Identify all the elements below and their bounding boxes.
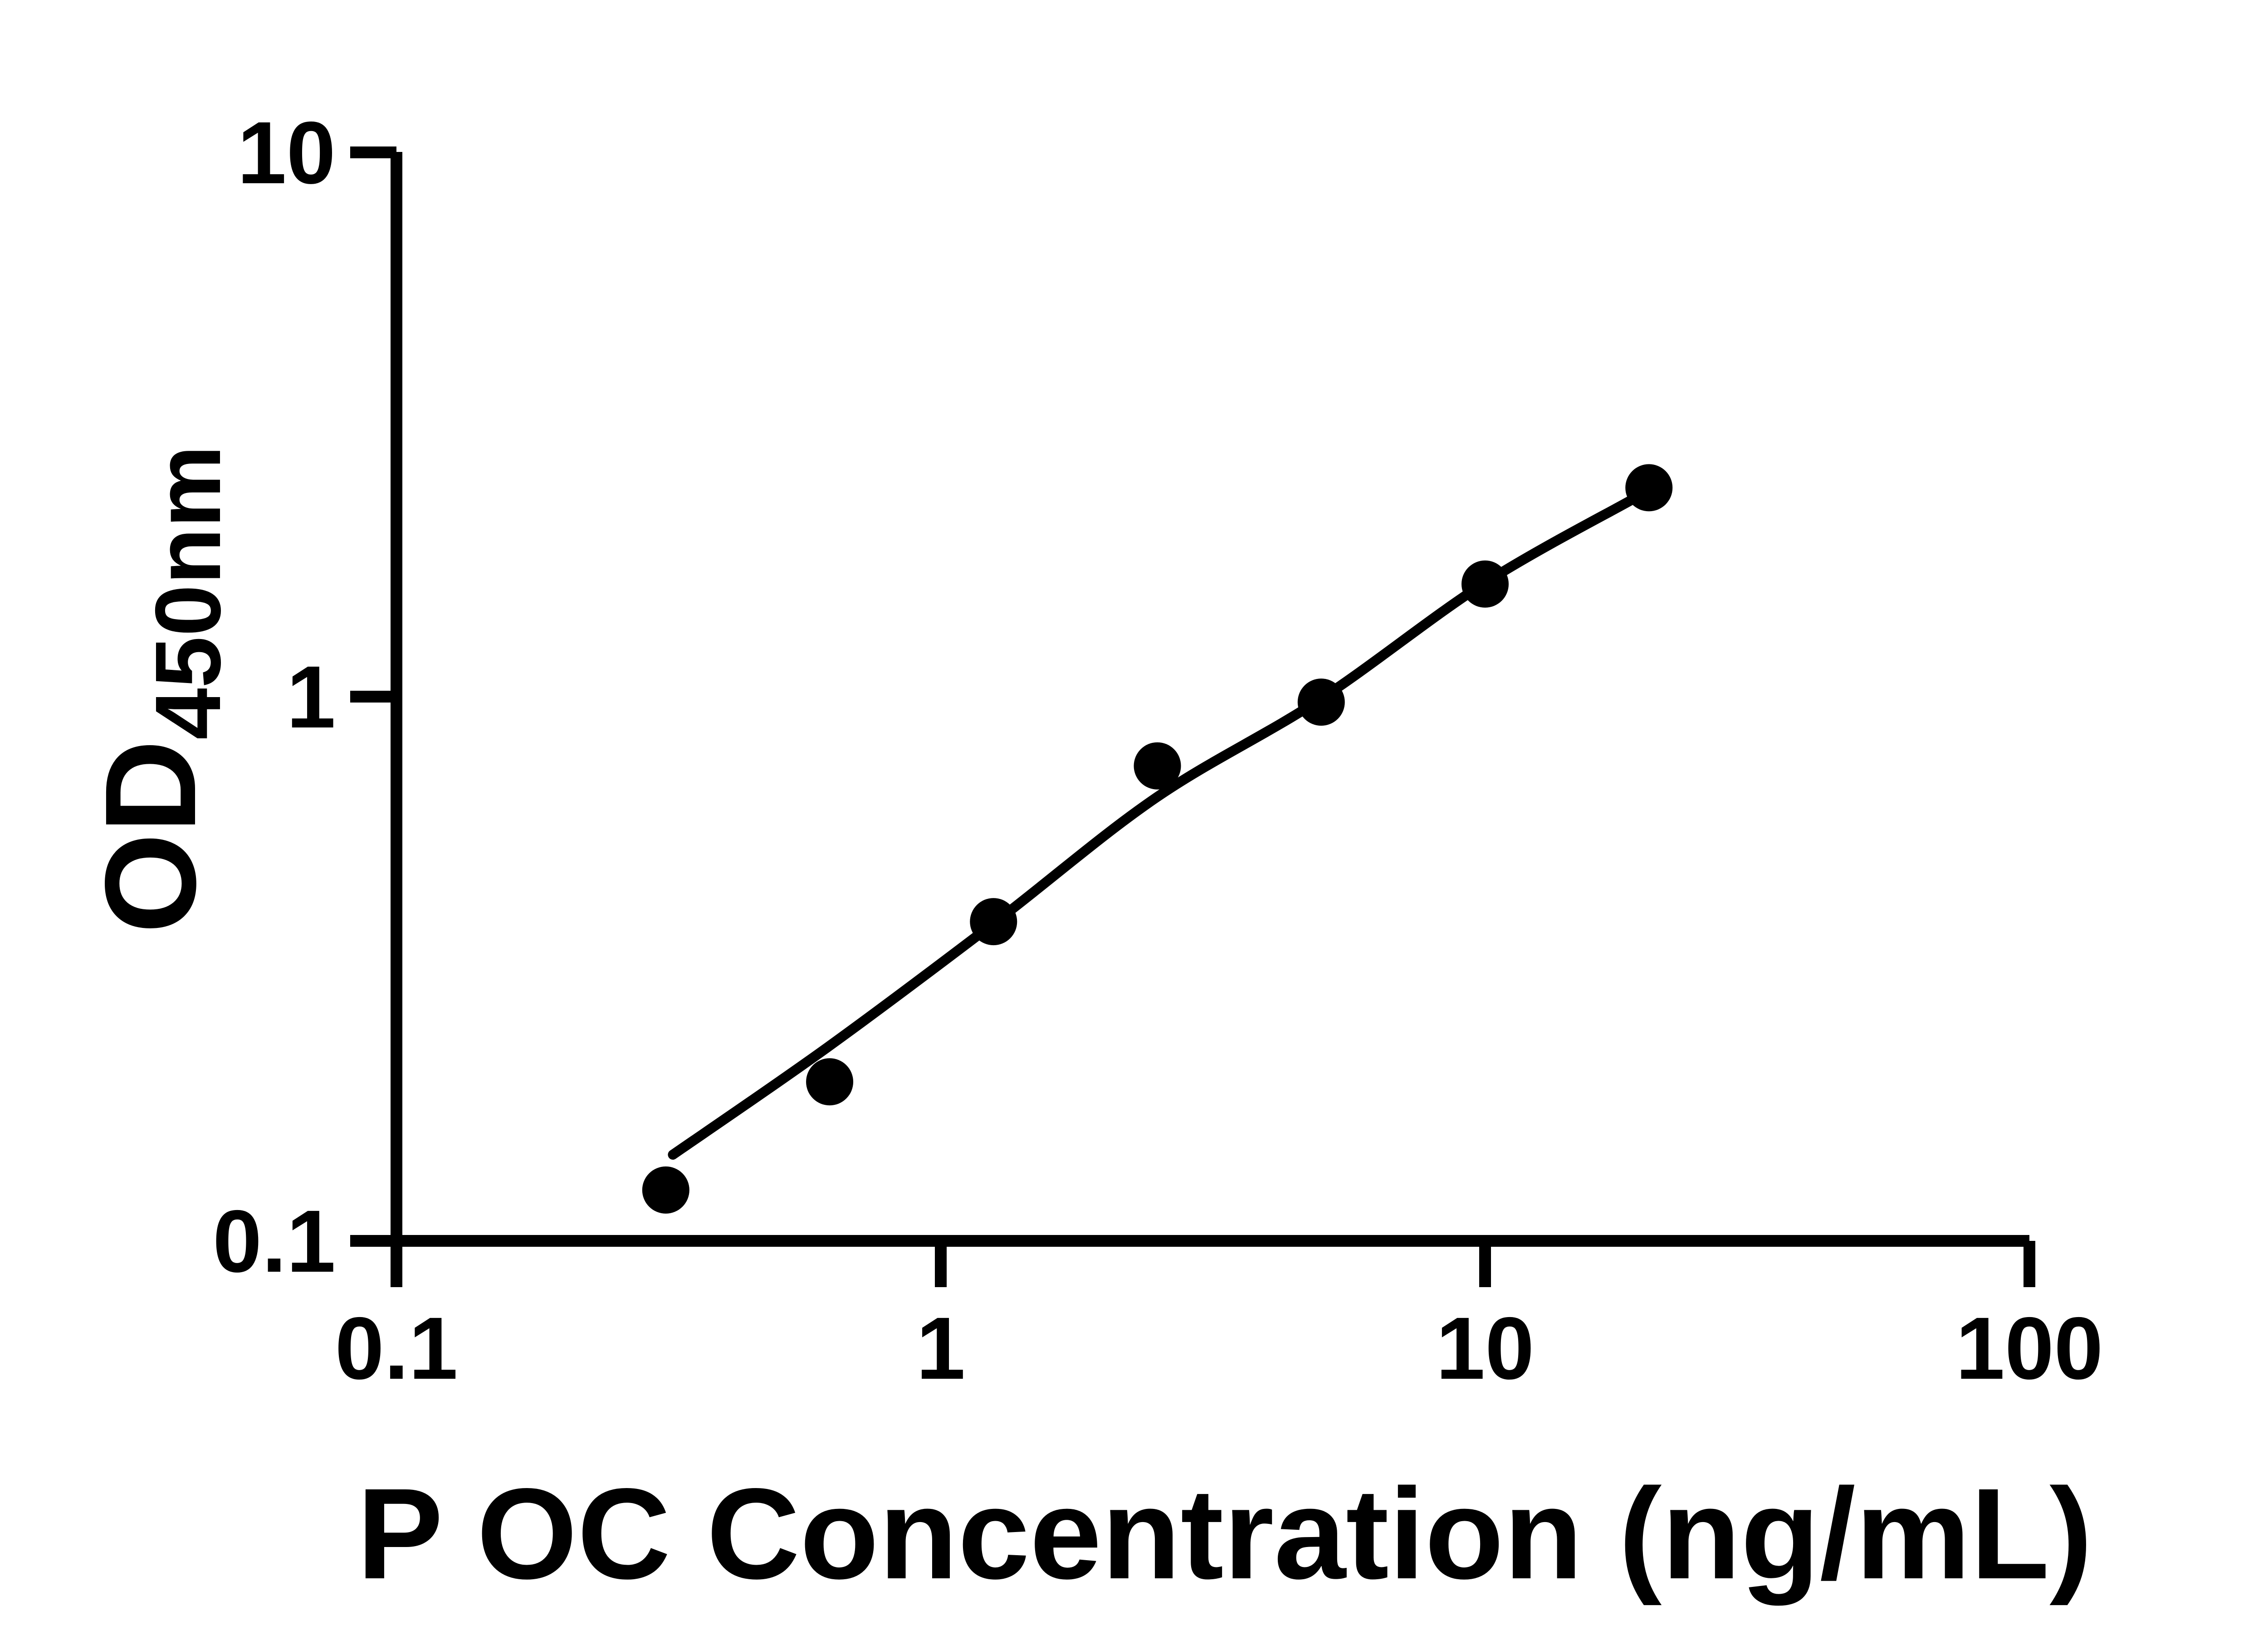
x-axis-title: P OC Concentration (ng/mL) [357, 1462, 2092, 1606]
tick-marks [350, 146, 2035, 1287]
tick-labels: 0.1 1 10 100 0.1 1 10 [213, 103, 2103, 1398]
y-axis-title-main: OD [78, 740, 223, 934]
data-points [642, 464, 1673, 1214]
y-axis-title-subscript: 450nm [136, 445, 240, 740]
data-point-marker [1461, 560, 1509, 608]
x-tick-label: 1 [916, 1299, 965, 1398]
y-tick-label: 1 [287, 648, 336, 747]
y-axis-title: OD450nm [78, 445, 240, 933]
axis-spine [391, 152, 2029, 1247]
data-point-marker [970, 898, 1017, 946]
x-tick-label: 10 [1436, 1299, 1535, 1398]
data-point-marker [1134, 742, 1181, 790]
y-tick-label: 10 [237, 103, 336, 202]
y-tick-label: 0.1 [213, 1192, 336, 1291]
data-point-marker [806, 1058, 854, 1106]
x-tick-label: 100 [1955, 1299, 2103, 1398]
data-point-marker [1297, 678, 1345, 726]
x-tick-label: 0.1 [335, 1299, 458, 1398]
data-point-marker [1625, 464, 1673, 512]
data-point-marker [642, 1166, 689, 1214]
